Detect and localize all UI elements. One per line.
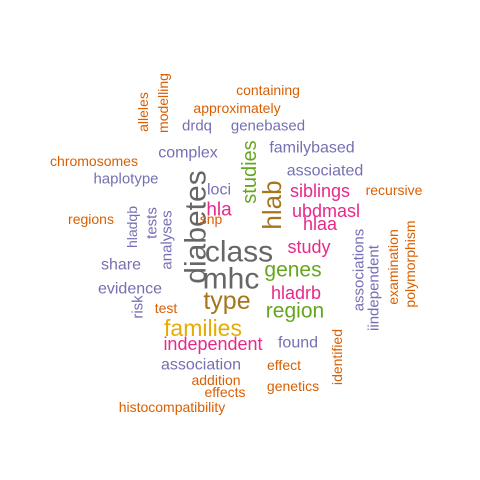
cloud-word: share [101,257,141,274]
cloud-word: type [203,287,250,315]
cloud-word: modelling [155,73,171,133]
cloud-word: hladrb [271,283,321,303]
cloud-word: study [287,237,330,257]
cloud-word: chromosomes [50,153,138,169]
cloud-word: associations [351,229,368,312]
cloud-word: independent [163,334,262,354]
cloud-word: complex [158,145,218,162]
cloud-word: effect [267,357,301,373]
cloud-word: identified [329,329,345,385]
cloud-word: polymorphism [402,220,418,307]
cloud-word: association [161,357,241,374]
cloud-word: examination [385,229,401,305]
cloud-word: genetics [267,378,319,394]
cloud-word: histocompatibility [119,399,226,415]
cloud-word: families [164,315,242,341]
cloud-word: addition [191,372,240,388]
cloud-word: mhc [203,263,260,296]
cloud-word: diabetes [180,170,213,283]
cloud-word: recursive [366,182,423,198]
cloud-word: ubdmasl [292,201,360,221]
cloud-word: associated [287,163,364,180]
cloud-word: class [205,236,273,269]
cloud-word: iindependent [366,244,383,331]
cloud-word: containing [236,82,300,98]
cloud-word: found [278,335,318,352]
cloud-word: studies [239,140,261,203]
cloud-word: haplotype [93,171,158,188]
cloud-word: tests [144,207,161,239]
cloud-word: familybased [269,140,354,157]
cloud-word: analyses [159,210,176,269]
cloud-word: regions [68,211,114,227]
cloud-word: genebased [231,118,305,135]
cloud-word: test [155,300,178,316]
cloud-word: region [266,300,324,323]
cloud-word: evidence [98,281,162,298]
cloud-word: siblings [290,181,350,201]
cloud-word: genes [264,259,321,282]
cloud-word: alleles [135,92,151,132]
cloud-word: hla [206,200,232,221]
cloud-word: hlab [257,180,287,229]
cloud-word: drdq [182,118,212,135]
cloud-word: hlaa [303,214,338,234]
cloud-word: risk [130,295,147,319]
cloud-word: snp [200,211,223,227]
cloud-word: hladqb [124,206,140,248]
cloud-word: loci [207,182,231,199]
cloud-word: approximately [193,100,280,116]
cloud-word: effects [205,384,246,400]
